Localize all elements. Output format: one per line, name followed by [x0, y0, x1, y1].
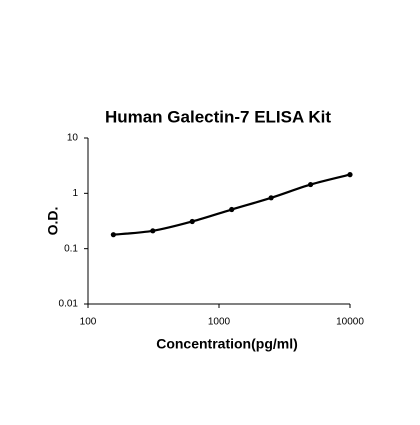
- data-point: [189, 218, 195, 225]
- x-tick-label: 100: [80, 317, 97, 328]
- x-tick-label: 10000: [336, 317, 364, 328]
- y-tick-label: 0.01: [59, 299, 79, 310]
- data-point: [307, 181, 314, 188]
- y-tick-label: 1: [72, 188, 78, 199]
- chart-title: Human Galectin-7 ELISA Kit: [105, 107, 331, 126]
- y-tick-label: 10: [67, 133, 79, 144]
- y-tick-label: 0.1: [64, 243, 78, 254]
- data-point: [110, 232, 116, 238]
- x-axis-label: Concentration(pg/ml): [156, 336, 298, 352]
- data-point: [229, 206, 235, 213]
- fit-curve: [113, 173, 351, 236]
- data-point: [150, 228, 156, 234]
- data-point: [268, 195, 274, 201]
- y-axis-label: O.D.: [45, 207, 61, 236]
- data-point: [347, 172, 353, 178]
- x-tick-label: 1000: [208, 317, 231, 328]
